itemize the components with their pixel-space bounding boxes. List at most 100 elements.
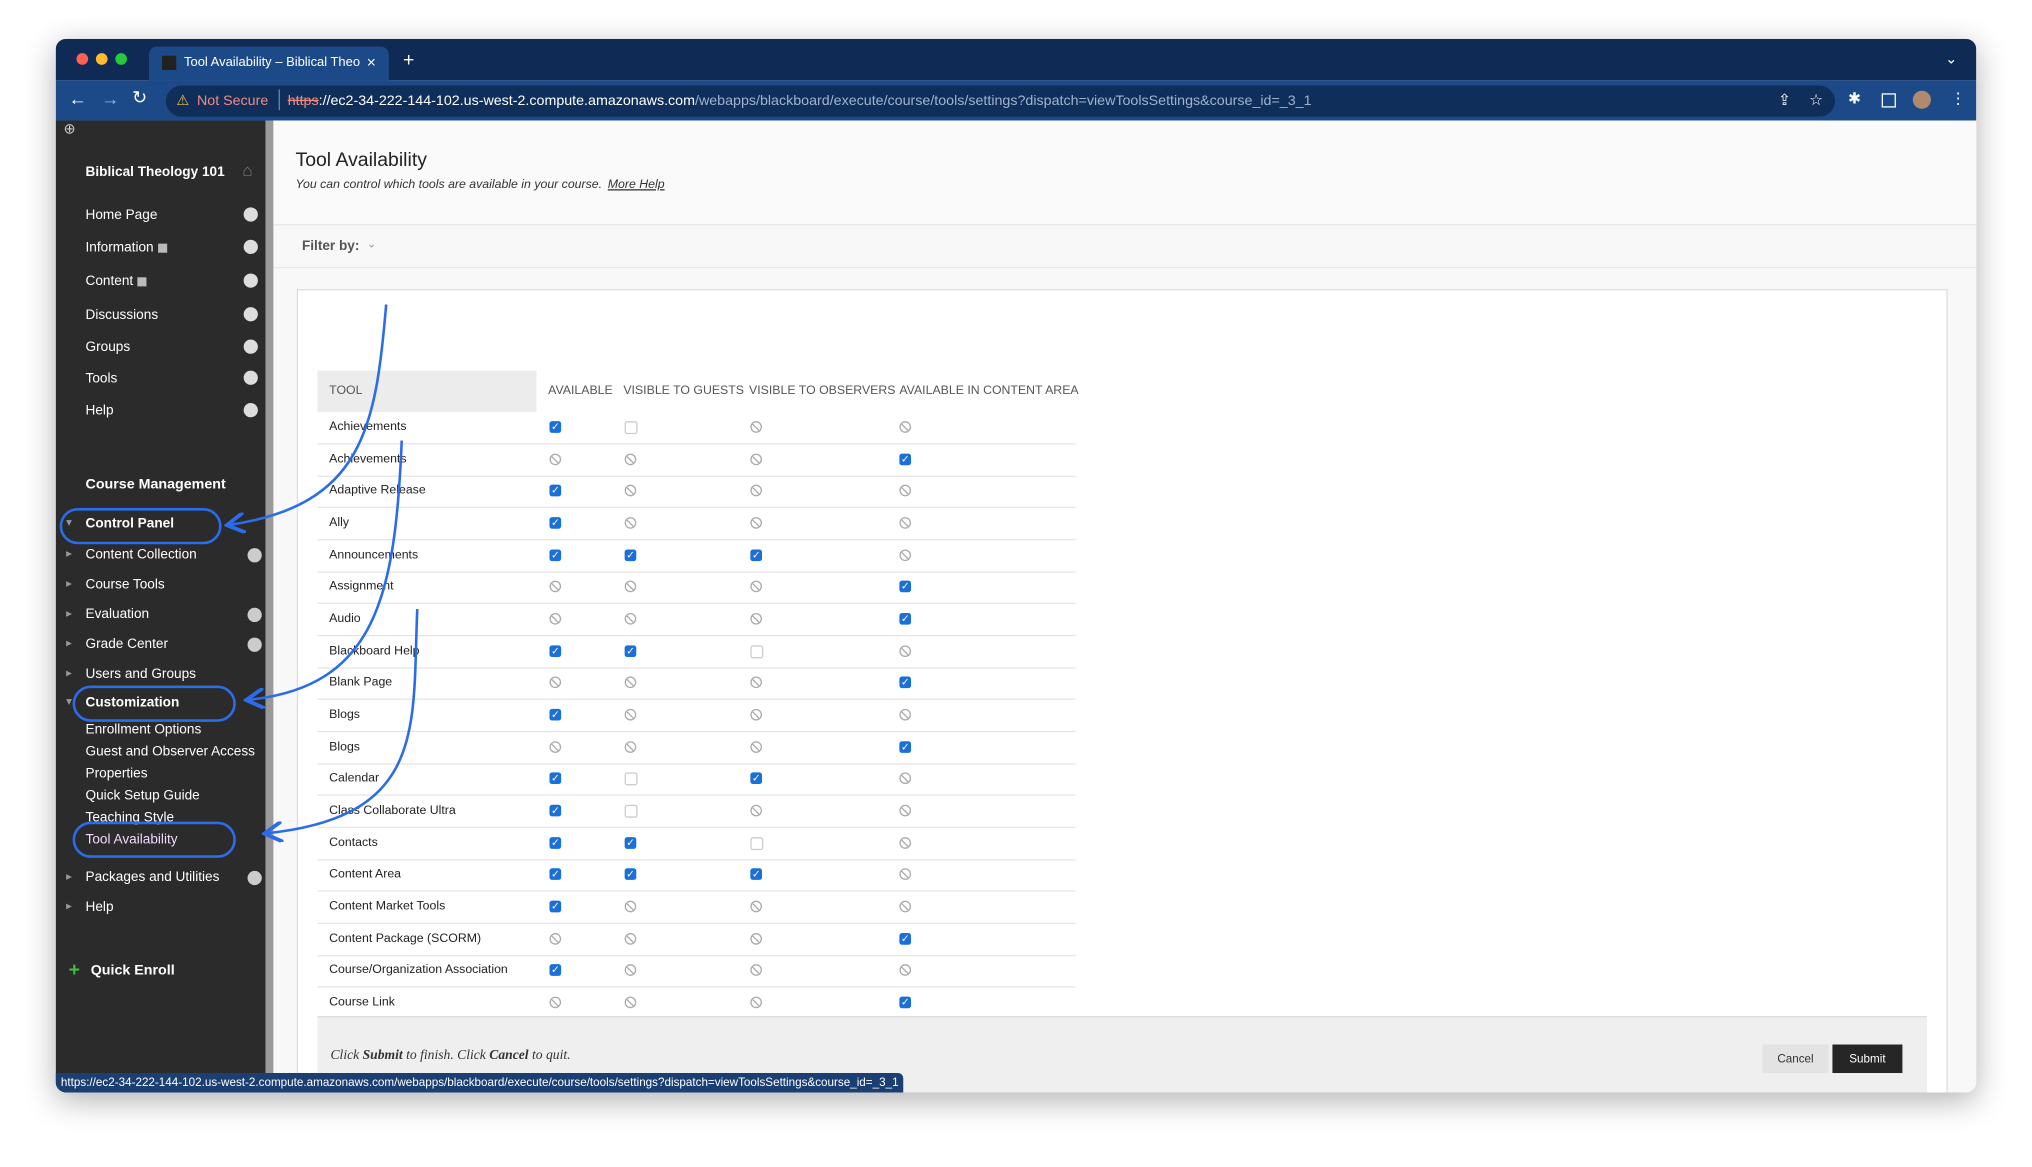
tab-close[interactable]: × [366,53,376,72]
menu-item-toggle[interactable] [243,370,258,385]
management-item[interactable]: Content Collection [85,546,197,563]
checkbox-unchecked[interactable] [624,804,638,818]
checkbox-checked[interactable]: ✓ [549,421,562,433]
checkbox-checked[interactable]: ✓ [750,868,763,881]
expander[interactable]: ▸ [66,869,72,883]
checkbox-checked[interactable]: ✓ [899,676,912,689]
checkbox-checked[interactable]: ✓ [899,740,912,753]
checkbox-checked[interactable]: ✓ [624,549,637,561]
submit-button[interactable]: Submit [1832,1044,1903,1074]
profile[interactable] [1912,90,1931,109]
management-item[interactable]: Properties [85,765,148,782]
management-item[interactable]: Evaluation [85,606,150,623]
bookmark[interactable]: ☆ [1809,90,1824,109]
quick-enroll[interactable]: Quick Enroll [90,962,175,979]
go-icon[interactable] [247,607,262,623]
back[interactable]: ← [68,88,87,109]
filter-label[interactable]: Filter by: [301,238,360,255]
menu-item-toggle[interactable] [243,403,258,418]
checkbox-checked[interactable]: ✓ [549,644,562,657]
management-item[interactable]: Enrollment Options [85,721,202,738]
expander[interactable]: ▸ [66,576,72,590]
checkbox-checked[interactable]: ✓ [899,453,912,465]
tab-menu[interactable]: ⌄ [1945,51,1958,68]
close-button[interactable] [76,53,89,65]
menu-item[interactable]: Discussions [85,307,159,323]
expander[interactable]: ▸ [66,899,72,913]
checkbox-unchecked[interactable] [750,644,764,658]
management-item[interactable]: Help [85,899,114,915]
management-item[interactable]: Users and Groups [85,666,196,682]
sidebar-tools[interactable]: ⊕ [63,121,76,138]
expander[interactable]: ▸ [66,606,72,620]
checkbox-checked[interactable]: ✓ [624,836,637,849]
expander[interactable]: ▾ [66,515,72,529]
share[interactable]: ⇪ [1778,90,1792,109]
menu[interactable]: ⋮ [1950,89,1966,108]
checkbox-checked[interactable]: ✓ [549,868,562,881]
checkbox-checked[interactable]: ✓ [624,644,637,657]
extensions[interactable]: ✱ [1847,89,1862,108]
go-icon[interactable] [247,548,262,563]
checkbox-checked[interactable]: ✓ [549,517,562,529]
new-tab[interactable]: + [403,49,415,72]
checkbox-checked[interactable]: ✓ [549,964,562,977]
checkbox-checked[interactable]: ✓ [549,836,562,849]
management-item[interactable]: Course Tools [85,576,165,593]
menu-item-toggle[interactable] [243,307,258,322]
home-icon[interactable]: ⌂ [242,160,253,181]
management-item[interactable]: Quick Setup Guide [85,787,200,804]
active-tab[interactable]: Tool Availability – Biblical Theo × [149,46,389,81]
address-bar[interactable]: ⚠ Not Secure https://ec2-34-222-144-102.… [165,85,1836,117]
checkbox-checked[interactable]: ✓ [899,612,912,625]
management-item[interactable]: Customization [85,694,180,711]
checkbox-checked[interactable]: ✓ [549,549,562,561]
expander[interactable]: ▸ [66,636,72,650]
checkbox-checked[interactable]: ✓ [899,932,912,945]
menu-item-toggle[interactable] [243,207,258,222]
menu-item-toggle[interactable] [243,239,258,255]
sidepanel[interactable] [1881,93,1896,108]
checkbox-unchecked[interactable] [750,836,764,850]
expander[interactable]: ▾ [66,694,72,708]
menu-item[interactable]: Home Page [85,207,158,223]
quick-enroll-icon[interactable]: + [68,958,81,982]
checkbox-checked[interactable]: ✓ [899,581,912,593]
checkbox-checked[interactable]: ✓ [549,772,562,785]
menu-item[interactable]: Tools [85,370,118,387]
go-icon[interactable] [247,870,262,886]
reload[interactable]: ↻ [132,86,148,108]
expander[interactable]: ▸ [66,546,72,560]
menu-item[interactable]: Help [85,403,114,419]
go-icon[interactable] [247,637,262,652]
management-item[interactable]: Control Panel [85,515,174,532]
minimize-button[interactable] [95,53,108,65]
menu-item-toggle[interactable] [243,273,258,288]
menu-item-toggle[interactable] [243,339,258,354]
checkbox-checked[interactable]: ✓ [549,900,562,913]
forward[interactable]: → [101,88,120,109]
checkbox-checked[interactable]: ✓ [549,708,562,721]
checkbox-unchecked[interactable] [624,772,638,786]
checkbox-checked[interactable]: ✓ [624,868,637,881]
management-item[interactable]: Tool Availability [85,831,178,848]
checkbox-checked[interactable]: ✓ [549,804,562,817]
menu-item[interactable]: Groups [85,339,131,356]
cancel-button[interactable]: Cancel [1762,1044,1829,1074]
management-item[interactable]: Teaching Style [85,809,175,826]
column-header[interactable]: TOOL [329,383,363,398]
help-link[interactable]: More Help [607,177,665,192]
menu-item[interactable]: Information [85,239,154,256]
management-item[interactable]: Guest and Observer Access [85,743,255,760]
menu-item[interactable]: Content [85,273,134,289]
management-item[interactable]: Packages and Utilities [85,869,220,886]
checkbox-unchecked[interactable] [624,421,638,435]
checkbox-checked[interactable]: ✓ [750,772,763,785]
management-item[interactable]: Grade Center [85,636,168,652]
checkbox-checked[interactable]: ✓ [750,549,763,561]
filter-caret[interactable]: ⌄ [366,237,377,251]
zoom-button[interactable] [115,53,128,65]
checkbox-checked[interactable]: ✓ [899,996,912,1009]
expander[interactable]: ▸ [66,666,72,680]
checkbox-checked[interactable]: ✓ [549,485,562,497]
